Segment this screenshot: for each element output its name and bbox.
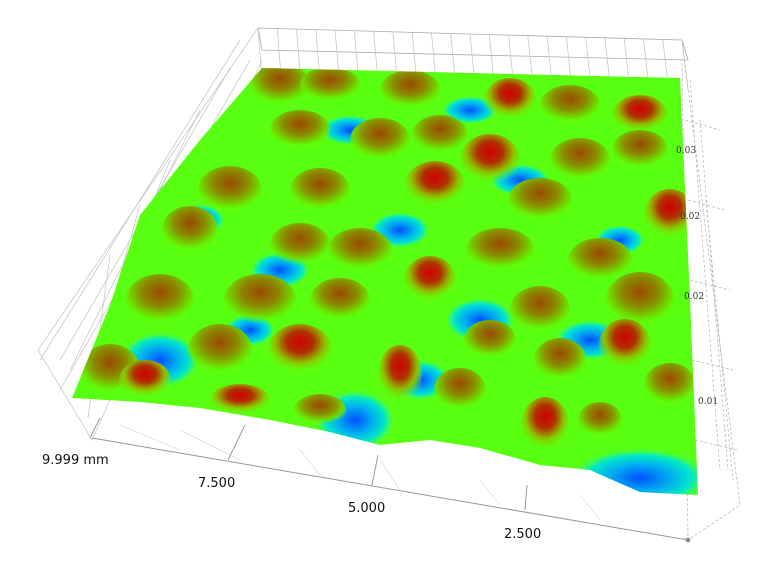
x-axis	[89, 417, 691, 543]
surface	[72, 68, 698, 495]
x-tick-5000: 5.000	[348, 501, 386, 516]
z-tick-001: 0.01	[698, 397, 719, 407]
x-tick-2500: 2.500	[504, 527, 542, 542]
x-tick-7500: 7.500	[198, 476, 236, 491]
z-tick-002b: 0.02	[684, 292, 705, 302]
z-tick-003: 0.03	[676, 146, 697, 156]
x-tick-9999: 9.999 mm	[42, 453, 109, 468]
z-tick-002a: 0.02	[680, 212, 701, 222]
